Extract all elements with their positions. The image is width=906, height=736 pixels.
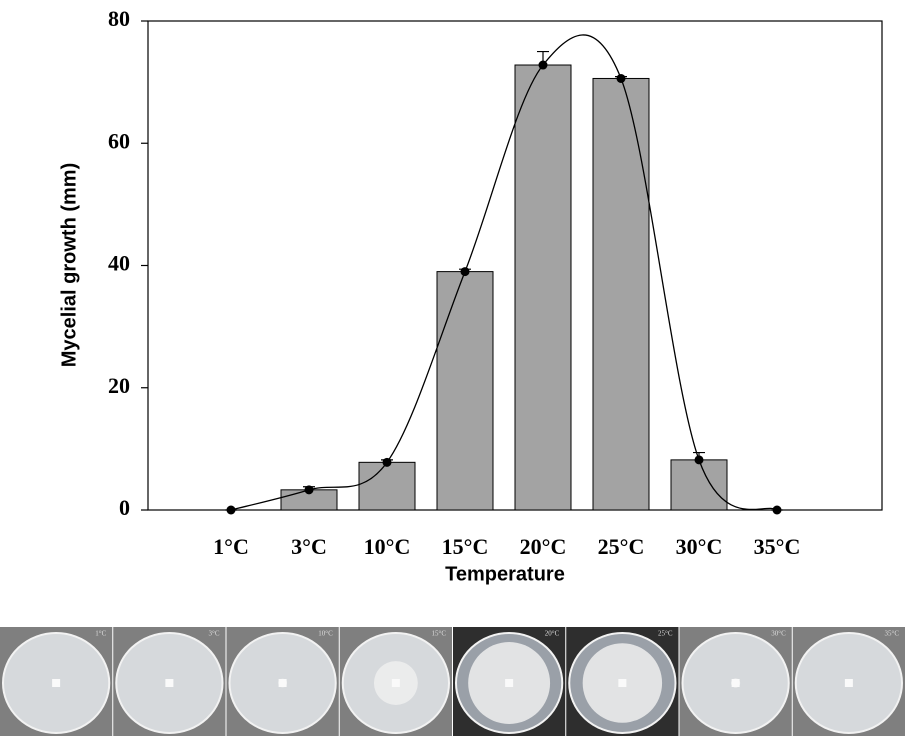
point — [382, 457, 392, 467]
photo-label: 1°C — [95, 630, 106, 638]
x-tick-label: 30°C — [676, 534, 723, 559]
point — [226, 505, 236, 515]
photo-label: 3°C — [209, 630, 220, 638]
point — [460, 267, 470, 277]
y-axis-label: Mycelial growth (mm) — [58, 163, 80, 367]
y-tick-label: 80 — [108, 6, 130, 31]
bar — [670, 459, 728, 511]
bar — [436, 271, 494, 511]
bar — [358, 461, 416, 511]
y-tick-label: 60 — [108, 128, 130, 153]
inoculum — [165, 679, 174, 687]
inoculum — [52, 679, 61, 687]
photo-label: 10°C — [318, 630, 333, 638]
point — [538, 60, 548, 70]
y-tick-label: 20 — [108, 373, 130, 398]
photo-label: 20°C — [545, 630, 560, 638]
photo-label: 35°C — [885, 630, 900, 638]
x-tick-label: 25°C — [598, 534, 645, 559]
point — [304, 485, 314, 495]
photo-label: 15°C — [432, 630, 447, 638]
point — [772, 505, 782, 515]
inoculum — [731, 679, 740, 687]
y-tick-label: 0 — [119, 495, 130, 520]
x-tick-label: 35°C — [754, 534, 801, 559]
point — [694, 455, 704, 465]
trend-line — [230, 34, 778, 511]
inoculum — [391, 679, 400, 687]
x-tick-label: 10°C — [364, 534, 411, 559]
inoculum — [505, 679, 514, 687]
x-tick-label: 20°C — [520, 534, 567, 559]
inoculum — [844, 679, 853, 687]
photo-label: 30°C — [771, 630, 786, 638]
photo-label: 25°C — [658, 630, 673, 638]
photo-strip: 1°C 3°C 10°C 15°C 20°C 25°C 30°C 35°C — [0, 627, 905, 736]
inoculum — [278, 679, 287, 687]
bar — [592, 77, 650, 511]
point — [616, 73, 626, 83]
y-tick-label: 40 — [108, 251, 130, 276]
bar — [514, 64, 572, 511]
x-axis-label: Temperature — [445, 563, 565, 585]
x-tick-label: 15°C — [442, 534, 489, 559]
x-tick-label: 3°C — [291, 534, 327, 559]
x-tick-label: 1°C — [213, 534, 249, 559]
inoculum — [618, 679, 627, 687]
